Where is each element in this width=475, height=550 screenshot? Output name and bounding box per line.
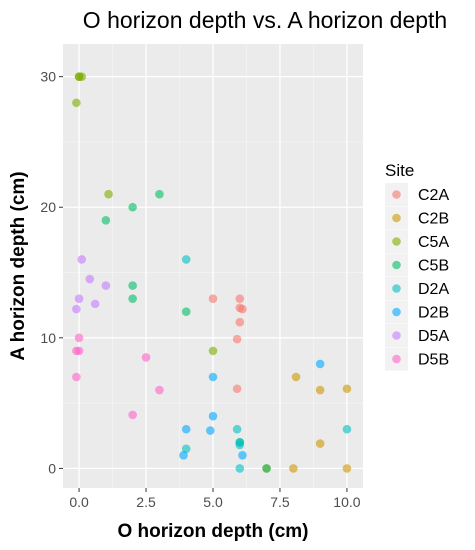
data-points xyxy=(72,72,352,473)
data-point-c2a xyxy=(235,317,245,327)
x-tick-label: 0.0 xyxy=(69,494,89,510)
data-point-c2b xyxy=(342,464,352,473)
data-point-d2a xyxy=(232,424,242,434)
data-point-d5b xyxy=(141,353,151,362)
legend-key-c5a xyxy=(392,237,401,246)
data-point-c2a xyxy=(235,294,245,303)
data-point-c5a xyxy=(104,189,113,199)
data-point-d2b xyxy=(208,411,218,421)
data-point-d5b xyxy=(155,385,164,395)
legend-key-d2b xyxy=(392,307,401,317)
data-point-c5a xyxy=(208,346,218,356)
legend-label-c5a: C5A xyxy=(418,234,449,251)
legend: Site C2A C2B C5A C5B D2A D2B D5A D5B xyxy=(385,161,449,371)
x-axis-ticks: 0.0 2.5 5.0 7.5 10.0 xyxy=(69,488,361,510)
legend-label-c2a: C2A xyxy=(418,187,449,204)
legend-key-c2b xyxy=(392,213,401,223)
legend-label-d5b: D5B xyxy=(418,352,449,369)
data-point-d2b xyxy=(208,372,218,382)
data-point-d5b xyxy=(72,346,81,356)
legend-key-c5b xyxy=(392,260,401,270)
y-axis-title: A horizon depth (cm) xyxy=(8,171,29,360)
y-tick-label: 0 xyxy=(48,460,56,476)
legend-label-c5b: C5B xyxy=(418,258,449,275)
data-point-c5b xyxy=(181,307,191,317)
x-axis-title: O horizon depth (cm) xyxy=(117,521,308,542)
legend-key-d5a xyxy=(392,331,401,340)
x-tick-label: 5.0 xyxy=(203,494,223,510)
data-point-d2b xyxy=(315,359,325,369)
data-point-c2b xyxy=(289,464,298,473)
x-tick-label: 7.5 xyxy=(270,494,290,510)
data-point-d5b xyxy=(128,410,137,420)
y-tick-label: 10 xyxy=(40,330,56,346)
data-point-c2b xyxy=(291,372,301,382)
data-point-c2a xyxy=(232,384,242,394)
data-point-c5b xyxy=(128,202,137,212)
data-point-c2b xyxy=(342,384,352,394)
data-point-c2b xyxy=(315,439,325,448)
y-axis-ticks: 0 10 20 30 xyxy=(40,69,63,476)
data-point-c5b xyxy=(128,281,137,290)
data-point-d5a xyxy=(72,304,81,314)
data-point-d5a xyxy=(77,255,87,264)
data-point-d2b xyxy=(179,451,188,460)
data-point-d2a xyxy=(235,440,245,450)
data-point-d5a xyxy=(101,281,111,290)
data-point-d5a xyxy=(90,299,100,309)
data-point-d2a xyxy=(181,444,191,454)
legend-label-d5a: D5A xyxy=(418,328,449,345)
data-point-c2a xyxy=(208,294,218,303)
data-point-d5a xyxy=(85,274,95,284)
data-point-c5b xyxy=(101,215,111,225)
data-point-d2b xyxy=(206,426,215,435)
data-point-c5b xyxy=(262,464,271,473)
data-point-d5b xyxy=(74,333,84,343)
data-point-d2b xyxy=(238,451,247,460)
data-point-c5b xyxy=(155,189,164,199)
data-point-d5a xyxy=(74,294,84,303)
legend-label-d2a: D2A xyxy=(418,281,449,298)
data-point-c5a xyxy=(72,98,81,108)
x-tick-label: 2.5 xyxy=(136,494,156,510)
data-point-d2a xyxy=(342,424,352,434)
x-tick-label: 10.0 xyxy=(333,494,360,510)
data-point-c2a xyxy=(232,334,242,344)
legend-key-d2a xyxy=(392,284,401,293)
data-point-d2a xyxy=(235,464,245,473)
data-point-c5b xyxy=(128,294,137,303)
data-point-c5a xyxy=(74,72,84,81)
legend-key-c2a xyxy=(392,190,401,199)
legend-label-c2b: C2B xyxy=(418,211,449,228)
data-point-c2a xyxy=(238,304,247,314)
legend-label-d2b: D2B xyxy=(418,305,449,322)
y-tick-label: 20 xyxy=(40,199,56,215)
chart-title: O horizon depth vs. A horizon depth xyxy=(83,7,447,33)
data-point-c2b xyxy=(315,385,325,395)
data-point-d5b xyxy=(72,372,81,382)
data-point-d2b xyxy=(181,424,191,434)
y-tick-label: 30 xyxy=(40,69,56,85)
legend-title: Site xyxy=(385,161,414,180)
data-point-d2a xyxy=(181,255,191,264)
legend-key-d5b xyxy=(392,354,401,364)
